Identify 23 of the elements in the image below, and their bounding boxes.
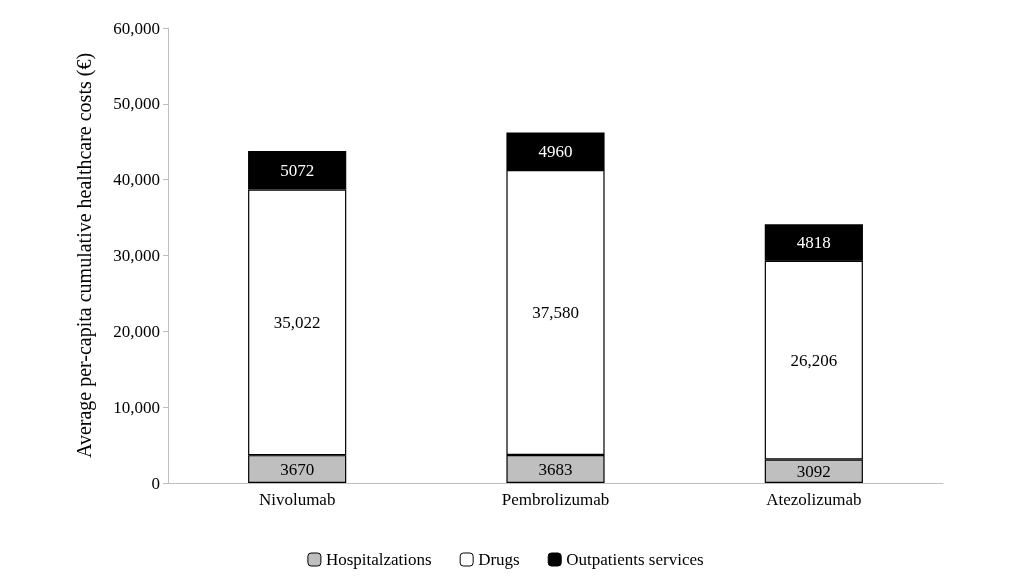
data-label: 4818 [796, 233, 831, 253]
y-tick-label: 30,000 [113, 246, 160, 265]
data-label: 5072 [280, 160, 315, 180]
data-label: 3683 [538, 459, 573, 479]
data-label: 35,022 [273, 312, 321, 332]
y-tick-label: 20,000 [113, 321, 160, 341]
x-tick-label: Pembrolizumab [501, 490, 610, 509]
y-tick-label: 40,000 [113, 170, 160, 190]
legend-label: Outpatients services [566, 550, 704, 569]
data-label: 26,206 [790, 350, 838, 370]
data-label: 37,580 [532, 303, 579, 323]
legend-label: Hospitalzations [325, 550, 432, 569]
y-tick-label: 60,000 [113, 18, 160, 38]
data-label: 4960 [538, 141, 573, 161]
data-label: 3670 [280, 459, 315, 479]
x-tick-label: Nivolumab [258, 490, 336, 509]
y-axis-title: Average per-capita cumulative healthcare costs (€) [73, 52, 96, 459]
legend-label: Drugs [478, 550, 520, 569]
y-tick-label: 50,000 [113, 94, 160, 114]
x-tick-label: Atezolizumab [766, 490, 862, 509]
y-tick-label: 0 [151, 473, 160, 493]
y-tick-label: 10,000 [113, 397, 160, 417]
data-label: 3092 [796, 461, 831, 481]
